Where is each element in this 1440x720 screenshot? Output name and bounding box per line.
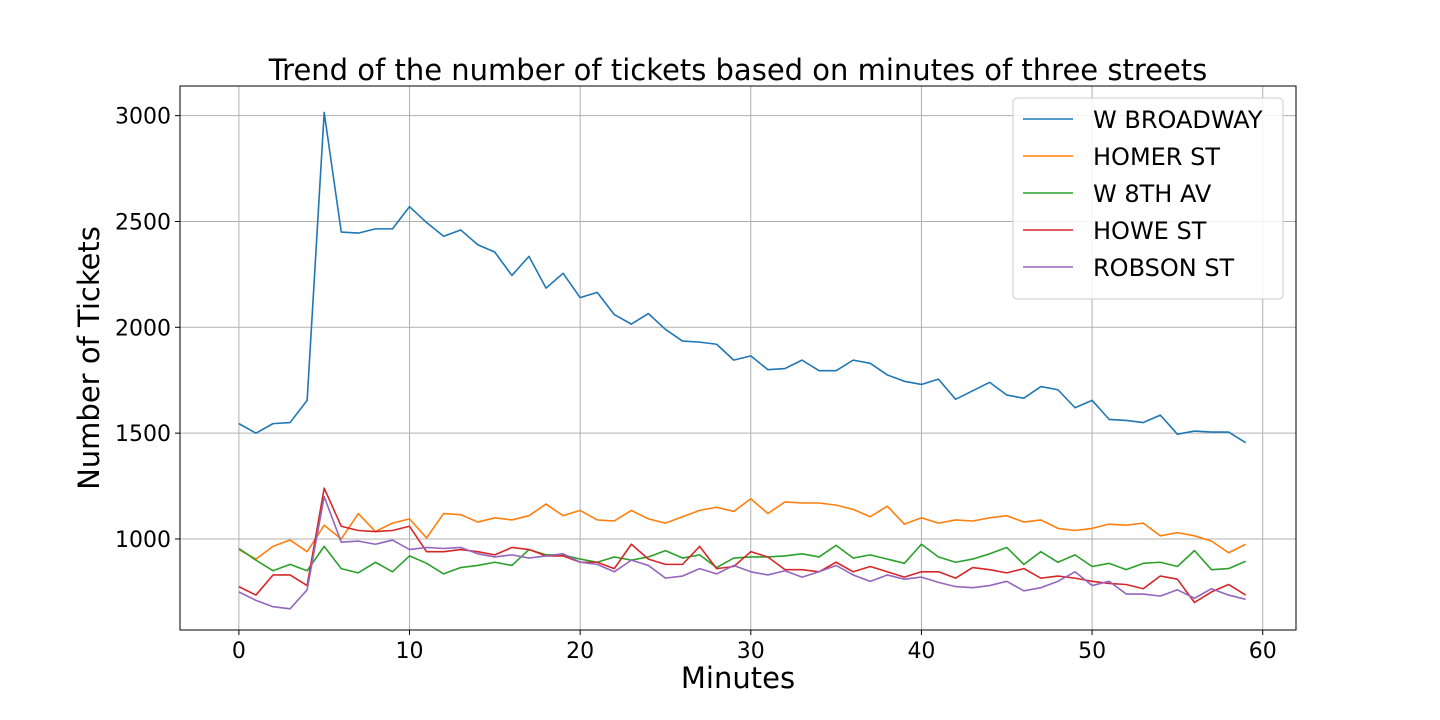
axis-ticks: 0 10 20 30 40 50 60 1000 1500 2000 2500 3000 (115, 105, 1277, 664)
x-tick-label: 50 (1078, 639, 1106, 664)
legend-box (1012, 97, 1284, 300)
y-tick-label: 2000 (115, 316, 171, 341)
x-axis-label: Minutes (681, 661, 795, 695)
x-tick-label: 0 (232, 639, 246, 664)
x-tick-label: 60 (1249, 639, 1277, 664)
legend-label: HOWE ST (1093, 217, 1207, 245)
legend-label: W BROADWAY (1093, 106, 1263, 134)
x-tick-label: 20 (566, 639, 594, 664)
x-tick-label: 30 (737, 639, 765, 664)
x-tick-label: 40 (907, 639, 935, 664)
series-line-w-8th-av (238, 543, 1246, 575)
series-line-howe-st (238, 487, 1247, 604)
x-tick-label: 10 (396, 639, 424, 664)
legend-label: ROBSON ST (1093, 254, 1235, 282)
legend: W BROADWAY HOMER ST W 8TH AV HOWE ST ROBSON … (1012, 97, 1284, 300)
y-tick-label: 3000 (115, 105, 171, 130)
y-tick-label: 2500 (115, 210, 171, 235)
plot-frame (179, 85, 1297, 631)
y-axis-label: Number of Tickets (72, 226, 106, 490)
series-line-homer-st (238, 497, 1247, 560)
legend-label: HOMER ST (1093, 143, 1220, 171)
legend-label: W 8TH AV (1093, 180, 1212, 208)
series-line-w-broadway (238, 111, 1247, 444)
y-tick-label: 1500 (115, 422, 171, 447)
chart-title: Trend of the number of tickets based on … (268, 53, 1208, 87)
series-lines (238, 111, 1247, 610)
series-line-robson-st (238, 495, 1246, 610)
y-tick-label: 1000 (115, 528, 171, 553)
